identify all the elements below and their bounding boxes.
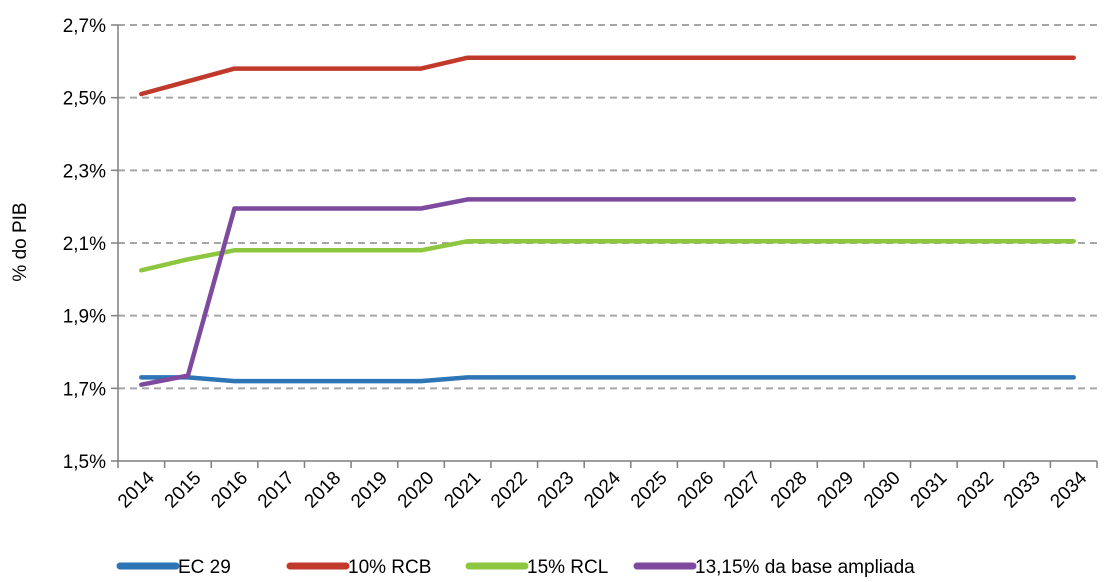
x-tick-label: 2015 [161,468,206,513]
x-tick-label: 2024 [580,467,625,512]
x-tick-label: 2025 [627,468,672,513]
y-tick-label: 1,5% [63,452,106,473]
x-tick-label: 2020 [394,468,439,513]
x-tick-label: 2030 [860,468,905,513]
x-tick-label: 2033 [1000,468,1045,513]
legend-label: EC 29 [178,557,231,578]
y-tick-label: 2,5% [63,89,106,110]
axes [111,25,1097,468]
x-tick-label: 2034 [1046,467,1091,512]
x-tick-label: 2018 [301,468,346,513]
y-tick-label: 2,3% [63,161,106,182]
x-tick-label: 2022 [487,468,532,513]
x-tick-label: 2032 [953,468,998,513]
x-tick-label: 2031 [907,468,952,513]
x-tick-label: 2026 [674,468,719,513]
x-tick-label: 2019 [347,468,392,513]
y-tick-labels: 1,5% 1,7% 1,9% 2,1% 2,3% 2,5% 2,7% [63,16,106,473]
x-tick-label: 2027 [720,468,765,513]
x-tick-label: 2016 [207,468,252,513]
x-tick-label: 2029 [813,468,858,513]
y-tick-label: 1,9% [63,307,106,328]
x-tick-label: 2014 [114,467,159,512]
x-tick-label: 2023 [534,468,579,513]
series-line [141,199,1073,384]
legend-label: 13,15% da base ampliada [695,557,915,578]
x-tick-label: 2028 [767,468,812,513]
y-tick-label: 1,7% [63,379,106,400]
x-tick-label: 2017 [254,468,299,513]
y-tick-label: 2,1% [63,234,106,255]
y-tick-label: 2,7% [63,16,106,37]
series-line [141,241,1073,270]
series-line [141,377,1073,381]
series-line [141,58,1073,94]
x-tick-label: 2021 [440,468,485,513]
legend-label: 15% RCL [527,557,608,578]
x-tick-labels: 2014 2015 2016 2017 2018 2019 2020 2021 2022 2023… [114,467,1091,512]
y-axis-label: % do PIB [10,202,31,281]
series-lines [141,58,1073,385]
legend: EC 29 10% RCB 15% RCL 13,15% da base amplia… [120,557,915,578]
legend-label: 10% RCB [348,557,431,578]
